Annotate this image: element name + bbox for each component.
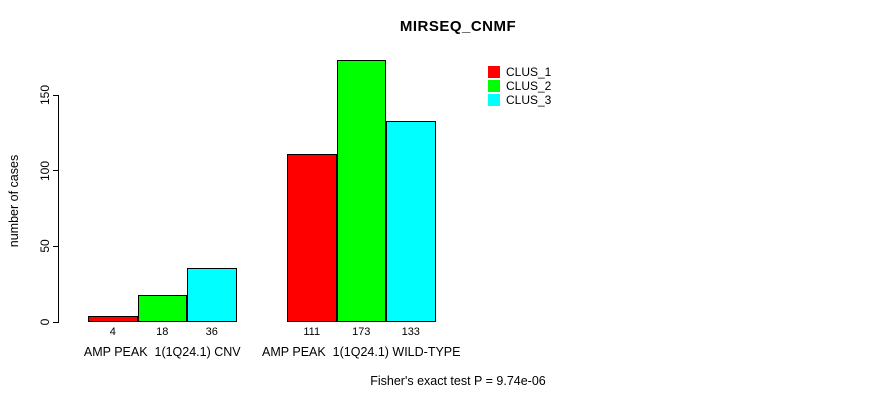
bar-clus_1-group2 (287, 154, 337, 322)
bar-value-label: 173 (352, 326, 371, 338)
y-tick-label: 0 (38, 318, 52, 326)
bar-clus_2-group1 (137, 295, 187, 322)
y-tick-mark (53, 245, 58, 247)
y-tick-label: 50 (38, 239, 52, 254)
y-tick-mark (53, 170, 58, 172)
bar-clus_3-group2 (386, 121, 436, 322)
chart-title: MIRSEQ_CNMF (399, 18, 517, 35)
legend-swatch-clus_1 (488, 66, 500, 78)
legend-swatch-clus_3 (488, 94, 500, 106)
bar-clus_1-group1 (88, 316, 138, 322)
y-tick-mark (53, 94, 58, 96)
footnote: Fisher's exact test P = 9.74e-06 (370, 374, 546, 388)
y-tick-label: 100 (38, 160, 52, 181)
x-category-label: AMP PEAK 1(1Q24.1) WILD-TYPE (262, 345, 461, 359)
y-tick-label: 150 (38, 84, 52, 106)
y-axis-title: number of cases (7, 154, 21, 248)
bar-clus_2-group2 (336, 60, 386, 322)
legend-label: CLUS_2 (506, 79, 552, 93)
bar-clus_3-group1 (187, 268, 237, 322)
bar-value-label: 111 (303, 326, 321, 338)
legend-swatch-clus_2 (488, 80, 500, 92)
y-tick-mark (53, 321, 58, 323)
y-axis-line (58, 95, 59, 323)
bar-value-label: 36 (205, 326, 218, 338)
bar-value-label: 133 (401, 326, 420, 338)
legend-label: CLUS_3 (506, 93, 552, 107)
bar-value-label: 18 (156, 326, 169, 338)
legend-label: CLUS_1 (506, 65, 552, 79)
bar-value-label: 4 (109, 326, 116, 338)
x-category-label: AMP PEAK 1(1Q24.1) CNV (83, 345, 241, 359)
